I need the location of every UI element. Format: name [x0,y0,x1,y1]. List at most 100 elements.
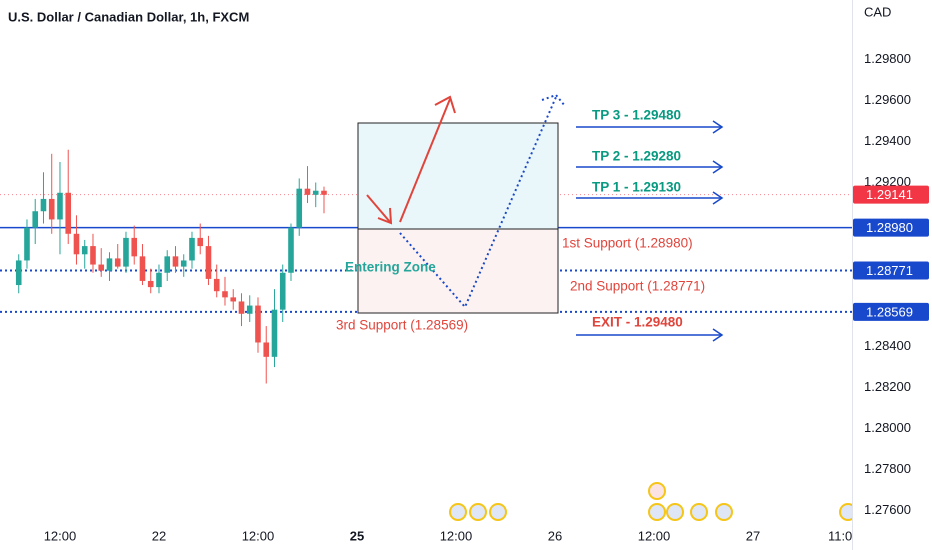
candle [263,326,270,384]
candle [238,293,245,327]
x-tick-label: 11:00 [828,528,860,543]
candle [147,268,154,294]
candle-body [263,342,270,357]
price-label-box [853,302,929,321]
candle-body [271,309,278,357]
candle-body [222,291,228,298]
candle [255,297,261,353]
candle [73,215,80,265]
candle-body [90,246,96,265]
candle [164,250,171,281]
y-axis-label: CAD [864,4,891,19]
event-icon [648,482,666,500]
candle-body [288,227,294,273]
candle [246,295,253,322]
candle-body [304,188,311,195]
candle [180,254,187,277]
event-icon [715,503,733,521]
candle [32,198,39,245]
y-tick-label: 1.29600 [864,92,911,107]
price-label: 1.29141 [866,187,913,202]
x-tick-label: 12:00 [440,528,473,543]
candle-body [40,198,47,212]
annotation: 1st Support (1.28980) [562,236,693,251]
candle-body [156,272,162,288]
price-label: 1.28980 [866,220,913,235]
candle-body [172,256,179,267]
candle-body [205,246,212,279]
annotation: TP 2 - 1.29280 [592,149,681,164]
entry-box [357,228,559,314]
event-icon [469,503,487,521]
candle-body [255,305,261,343]
candle-body [147,280,154,288]
x-tick-label: 12:00 [242,528,275,543]
candle-body [246,305,253,314]
candle [222,276,228,306]
chart-title: U.S. Dollar / Canadian Dollar, 1h, FXCM [8,9,249,24]
y-tick-label: 1.27600 [864,502,911,517]
price-label-box [853,185,929,204]
arrow-head [712,160,724,174]
candle-body [296,188,303,228]
candle [123,231,129,273]
candle [40,172,47,224]
x-tick-label: 25 [350,528,364,543]
annotation: Entering Zone [345,260,436,275]
candle [48,153,55,234]
x-tick-label: 27 [746,528,760,543]
x-tick-label: 12:00 [638,528,671,543]
y-tick-label: 1.28000 [864,420,911,435]
arrow-head [541,93,566,107]
candle-body [213,278,220,292]
arrow-head [712,191,724,205]
price-label: 1.28569 [866,304,913,319]
candle-body [65,192,72,234]
x-tick-label: 22 [152,528,166,543]
candle-body [106,258,113,271]
y-tick-label: 1.27800 [864,461,911,476]
price-label-box [853,261,929,280]
x-tick-label: 26 [548,528,562,543]
event-icon [489,503,507,521]
candle [24,219,30,269]
y-tick-label: 1.28200 [864,379,911,394]
candle-body [189,237,195,261]
event-icons [449,482,857,521]
y-tick-label: 1.29800 [864,51,911,66]
candle-body [48,198,55,220]
x-tick-label: 12:00 [44,528,77,543]
candle [271,289,278,368]
target-box [357,122,559,230]
candle [321,186,327,214]
event-icon [449,503,467,521]
candle-body [238,301,245,314]
candle [98,248,105,277]
candle [131,225,138,265]
y-tick-label: 1.28400 [864,338,911,353]
candle [81,239,88,269]
candle [65,149,72,245]
event-icon [666,503,684,521]
candle [312,182,319,208]
candle [288,223,294,281]
candle-body [32,211,39,228]
candle [106,252,113,281]
candle [296,178,303,236]
candle-body [24,227,30,261]
y-tick-label: 1.29200 [864,174,911,189]
candle-body [139,256,146,281]
candle [139,244,146,286]
event-icon [648,503,666,521]
arrow-head [377,207,393,225]
candle-body [98,264,105,271]
candle [205,235,212,286]
down-arrow [366,194,391,223]
annotation: 2nd Support (1.28771) [570,279,705,294]
candle-body [57,192,63,220]
candle [197,223,204,255]
annotation: TP 1 - 1.29130 [592,180,681,195]
arrow-head [712,328,724,342]
candle [57,162,63,255]
